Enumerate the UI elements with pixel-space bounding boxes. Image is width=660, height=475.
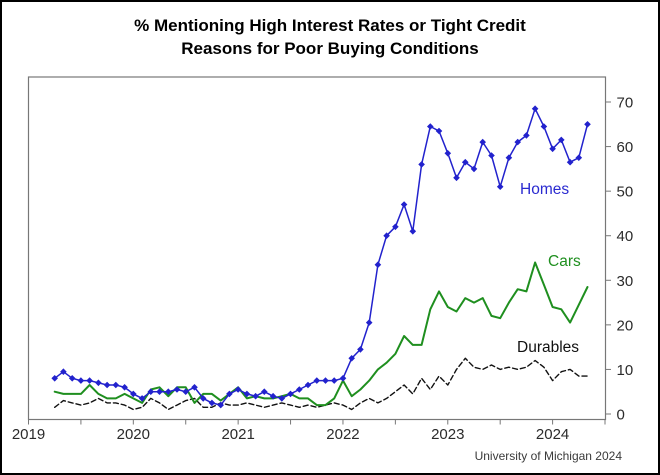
- y-axis-tick-label: 50: [617, 184, 634, 201]
- series-label-cars: Cars: [548, 253, 581, 270]
- series-line-cars: [53, 261, 589, 407]
- attribution-text: University of Michigan 2024: [474, 449, 622, 463]
- y-axis-tick-label: 30: [617, 273, 634, 290]
- x-axis-year-label: 2020: [117, 426, 150, 443]
- chart-title-line1: % Mentioning High Interest Rates or Tigh…: [134, 16, 526, 35]
- x-axis-year-label: 2021: [221, 426, 254, 443]
- x-axis-year-label: 2022: [326, 426, 359, 443]
- y-axis-tick-label: 60: [617, 139, 634, 156]
- series-line-homes: [53, 107, 589, 406]
- chart-title: % Mentioning High Interest Rates or Tigh…: [2, 14, 658, 60]
- series-label-homes: Homes: [520, 181, 570, 198]
- y-axis-tick-label: 70: [617, 95, 634, 112]
- x-axis-year-label: 2023: [431, 426, 464, 443]
- series-markers-homes: [51, 105, 591, 409]
- chart-title-line2: Reasons for Poor Buying Conditions: [181, 39, 479, 58]
- plot-frame: [27, 76, 607, 421]
- y-axis-tick-label: 40: [617, 228, 634, 245]
- series-line-durables: [54, 357, 589, 411]
- x-axis-year-label: 2024: [536, 426, 569, 443]
- y-axis-tick-label: 20: [617, 317, 634, 334]
- series-label-durables: Durables: [517, 339, 580, 356]
- x-axis-year-label: 2019: [12, 426, 45, 443]
- y-axis-tick-label: 10: [617, 362, 634, 379]
- y-axis-tick-label: 0: [617, 407, 625, 424]
